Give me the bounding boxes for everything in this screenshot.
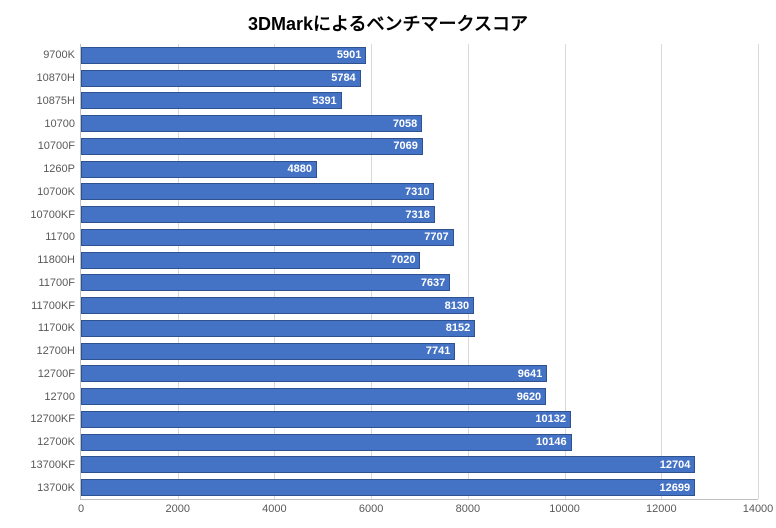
bar-row: 11700F7637: [81, 274, 758, 291]
bar-value-label: 12704: [660, 459, 691, 471]
bar-value-label: 5784: [331, 72, 355, 84]
bar-row: 13700KF12704: [81, 456, 758, 473]
bar-value-label: 10132: [535, 413, 566, 425]
bar-row: 12700F9641: [81, 365, 758, 382]
category-label: 10870H: [36, 72, 75, 84]
bar-value-label: 9641: [518, 368, 542, 380]
bar-row: 12700H7741: [81, 343, 758, 360]
x-axis-tick-label: 14000: [743, 503, 774, 515]
gridline: [468, 44, 469, 499]
bar: 8130: [81, 297, 474, 314]
x-axis-tick-label: 10000: [549, 503, 580, 515]
category-label: 12700: [44, 391, 75, 403]
x-axis-tick-label: 2000: [165, 503, 189, 515]
bar-value-label: 7310: [405, 186, 429, 198]
bar-row: 12700K10146: [81, 434, 758, 451]
bar: 9641: [81, 365, 547, 382]
category-label: 9700K: [43, 49, 75, 61]
bar-value-label: 7020: [391, 254, 415, 266]
bar-value-label: 5901: [337, 49, 361, 61]
gridline: [274, 44, 275, 499]
bar: 5901: [81, 47, 366, 64]
bar: 5391: [81, 92, 342, 109]
category-label: 10700F: [38, 140, 75, 152]
bar-row: 9700K5901: [81, 47, 758, 64]
bar: 10132: [81, 411, 571, 428]
x-axis-tick-label: 8000: [456, 503, 480, 515]
bar-row: 10700KF7318: [81, 206, 758, 223]
bar-value-label: 12699: [659, 482, 690, 494]
category-label: 12700H: [36, 345, 75, 357]
bar-row: 11700KF8130: [81, 297, 758, 314]
bar-row: 10875H5391: [81, 92, 758, 109]
bar-value-label: 4880: [287, 163, 311, 175]
gridline: [661, 44, 662, 499]
bar-row: 11800H7020: [81, 252, 758, 269]
bar-row: 11700K8152: [81, 320, 758, 337]
category-label: 13700K: [37, 482, 75, 494]
category-label: 10700KF: [30, 209, 75, 221]
plot-area: 020004000600080001000012000140009700K590…: [80, 44, 758, 500]
bar-value-label: 10146: [536, 436, 567, 448]
bar: 7637: [81, 274, 450, 291]
x-axis-tick-label: 0: [78, 503, 84, 515]
bar-value-label: 7058: [393, 118, 417, 130]
category-label: 12700KF: [30, 413, 75, 425]
gridline: [178, 44, 179, 499]
bar-row: 107007058: [81, 115, 758, 132]
bar-row: 117007707: [81, 229, 758, 246]
category-label: 10700K: [37, 186, 75, 198]
bar-row: 10700F7069: [81, 138, 758, 155]
bar: 9620: [81, 388, 546, 405]
bar: 12704: [81, 456, 695, 473]
bar: 7310: [81, 183, 434, 200]
bar: 10146: [81, 434, 572, 451]
gridline: [565, 44, 566, 499]
bar-value-label: 8130: [445, 300, 469, 312]
bar: 12699: [81, 479, 695, 496]
bar-value-label: 7741: [426, 345, 450, 357]
bar: 7318: [81, 206, 435, 223]
bar-row: 12700KF10132: [81, 411, 758, 428]
category-label: 1260P: [43, 163, 75, 175]
category-label: 12700K: [37, 436, 75, 448]
gridline: [371, 44, 372, 499]
category-label: 10875H: [36, 95, 75, 107]
bar: 4880: [81, 161, 317, 178]
bar: 8152: [81, 320, 475, 337]
bar-value-label: 7318: [405, 209, 429, 221]
bar: 5784: [81, 70, 361, 87]
bar-row: 10870H5784: [81, 70, 758, 87]
bar-value-label: 7069: [393, 140, 417, 152]
bar-value-label: 9620: [517, 391, 541, 403]
x-axis-tick-label: 12000: [646, 503, 677, 515]
category-label: 11700K: [38, 322, 75, 334]
x-axis-tick-label: 6000: [359, 503, 383, 515]
category-label: 11700: [45, 231, 75, 243]
bar-row: 1260P4880: [81, 161, 758, 178]
bar: 7707: [81, 229, 454, 246]
bar: 7741: [81, 343, 455, 360]
category-label: 10700: [44, 118, 75, 130]
x-axis-tick-label: 4000: [262, 503, 286, 515]
bar-value-label: 5391: [312, 95, 336, 107]
category-label: 11700KF: [31, 300, 75, 312]
category-label: 11800H: [37, 254, 75, 266]
gridline: [758, 44, 759, 499]
bar-value-label: 8152: [446, 322, 470, 334]
bar-row: 10700K7310: [81, 183, 758, 200]
chart-title: 3DMarkによるベンチマークスコア: [0, 0, 776, 36]
bar-value-label: 7707: [424, 231, 448, 243]
chart-container: 3DMarkによるベンチマークスコア 020004000600080001000…: [0, 0, 776, 528]
bar: 7058: [81, 115, 422, 132]
bar: 7069: [81, 138, 423, 155]
bar: 7020: [81, 252, 420, 269]
category-label: 12700F: [38, 368, 75, 380]
category-label: 11700F: [39, 277, 76, 289]
category-label: 13700KF: [30, 459, 75, 471]
bar-value-label: 7637: [421, 277, 445, 289]
bar-row: 13700K12699: [81, 479, 758, 496]
bar-row: 127009620: [81, 388, 758, 405]
